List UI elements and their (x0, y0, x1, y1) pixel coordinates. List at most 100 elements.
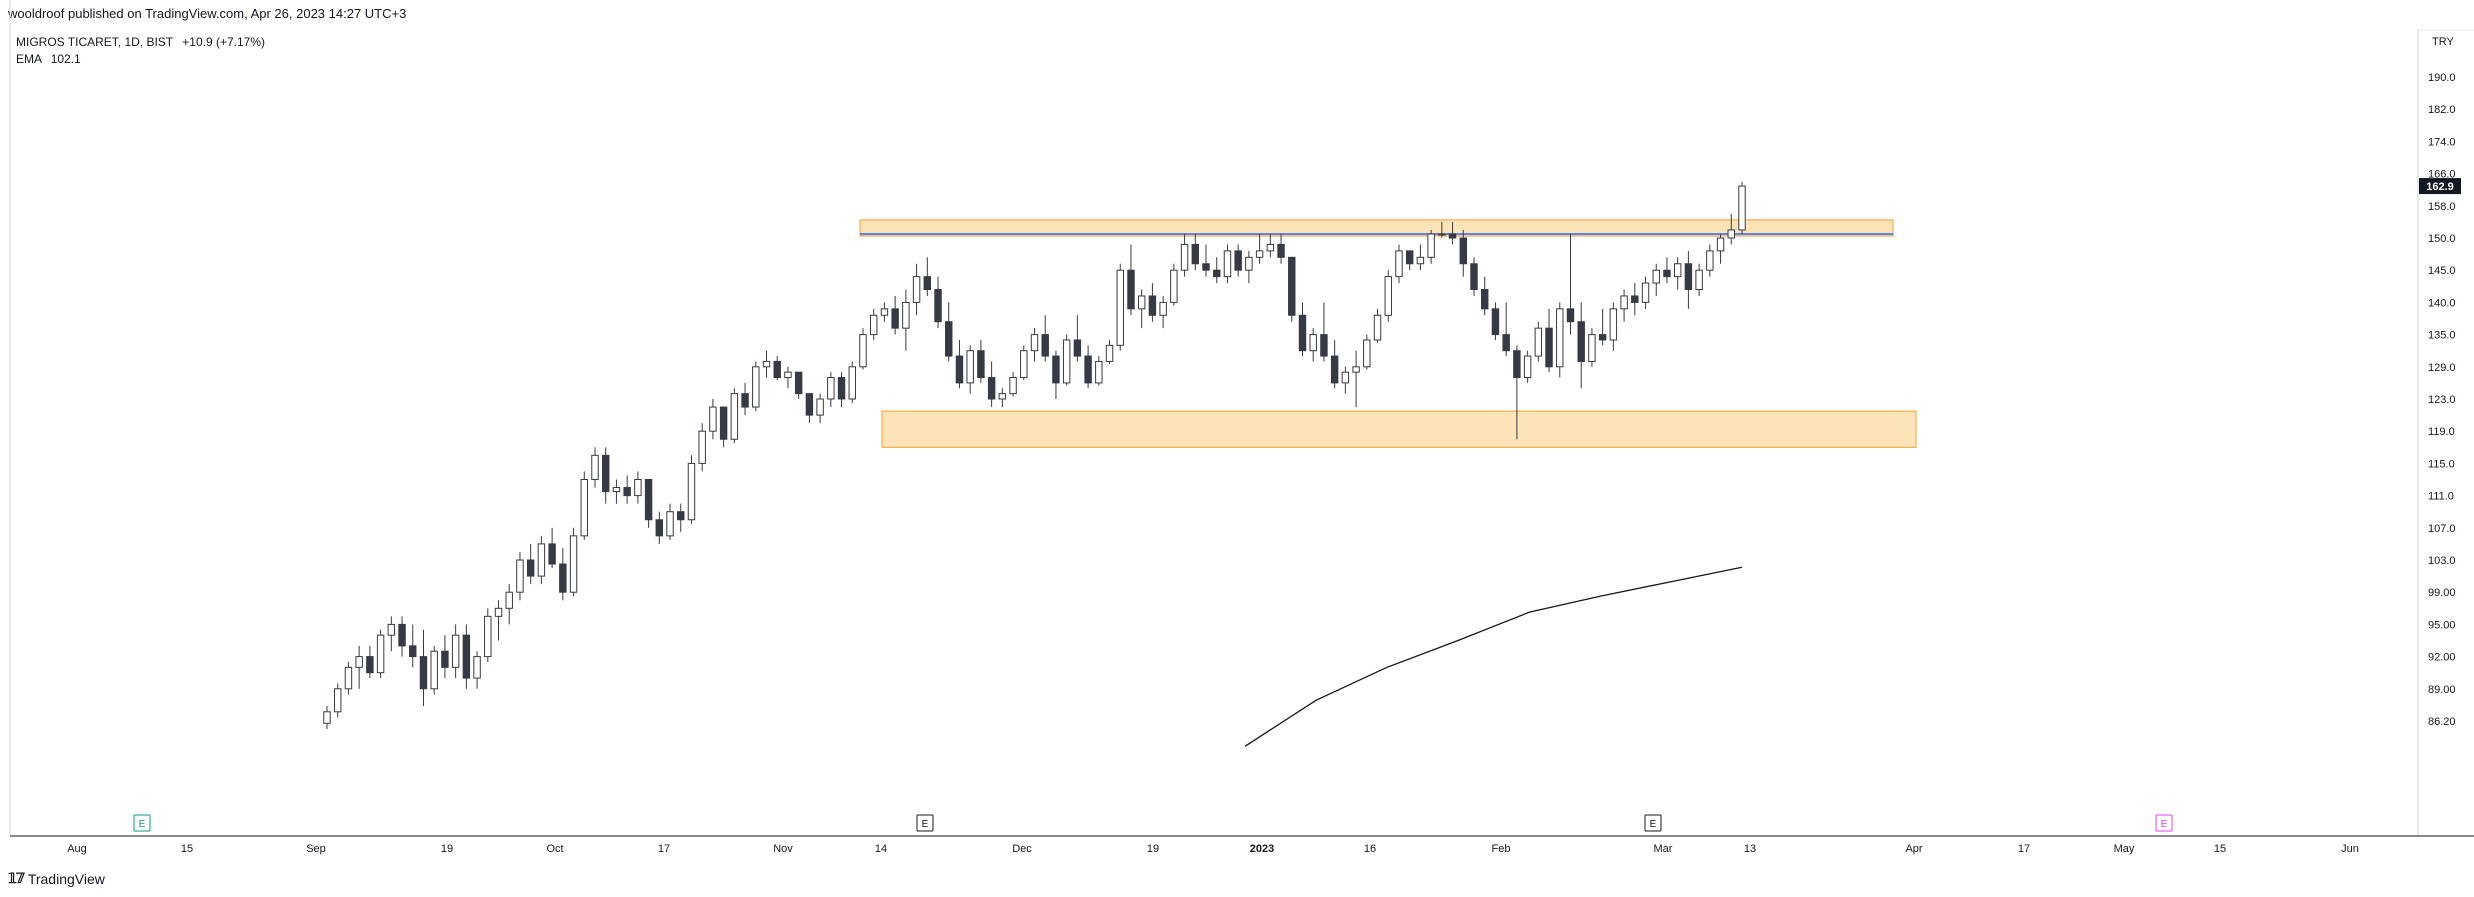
candle-body-up (1159, 301, 1167, 316)
candle-body-up (634, 479, 642, 497)
x-tick-label: 19 (441, 843, 453, 855)
candle-body-up (827, 377, 835, 400)
y-tick-label: 190.0 (2428, 72, 2456, 84)
candle-body-down (677, 511, 685, 521)
candle (1009, 372, 1017, 397)
candle-body-up (698, 430, 706, 464)
candle (430, 645, 438, 695)
x-tick-label: 16 (1364, 843, 1376, 855)
candle (1373, 308, 1382, 343)
candle-body-down (1598, 334, 1607, 341)
candle (998, 388, 1007, 408)
candle-body-down (548, 543, 556, 565)
candle-body-up (569, 535, 578, 593)
candle (934, 276, 942, 329)
candle-body-up (1588, 334, 1596, 362)
candle-body-up (355, 656, 363, 668)
tradingview-footer[interactable]: 𝟙𝟟 TradingView (8, 870, 105, 887)
candle (1545, 308, 1553, 373)
publish-caption: wooldroof published on TradingView.com, … (8, 6, 407, 21)
x-tick-label: Apr (1905, 843, 1922, 855)
candle (1105, 339, 1114, 365)
candle (1416, 244, 1425, 271)
x-tick-label: Dec (1012, 843, 1032, 855)
candle (955, 339, 964, 389)
candle (1523, 350, 1532, 383)
x-tick-label: Nov (773, 843, 793, 855)
candle-body-up (1009, 377, 1017, 395)
candle (666, 503, 674, 540)
candle-body-up (859, 334, 867, 368)
x-tick-label: Mar (1654, 843, 1673, 855)
y-tick-label: 182.0 (2428, 104, 2456, 116)
candle-body-up (1170, 269, 1178, 303)
candle (784, 366, 792, 389)
candle (923, 257, 932, 296)
candle (1073, 315, 1082, 362)
candle (655, 511, 664, 544)
earnings-marker-label: E (2161, 819, 2168, 830)
candle-body-up (752, 366, 760, 408)
candle (1673, 257, 1682, 290)
candle (848, 361, 856, 404)
candle (730, 388, 739, 444)
candle (827, 372, 835, 408)
candle-body-up (687, 462, 696, 521)
candle (1030, 328, 1039, 362)
y-tick-label: 95.00 (2428, 619, 2456, 631)
y-tick-label: 111.0 (2428, 491, 2454, 503)
x-tick-label: Aug (67, 843, 87, 855)
candle-body-up (1609, 308, 1618, 341)
candle-body-up (762, 360, 771, 368)
candle-body-down (1566, 308, 1575, 323)
y-tick-label: 107.0 (2428, 523, 2456, 535)
candle (1706, 244, 1714, 277)
candle-body-down (644, 479, 653, 521)
candle (516, 551, 524, 601)
candle (1213, 257, 1221, 284)
candle-body-up (1384, 276, 1392, 316)
chart-legend: MIGROS TICARET, 1D, BIST +10.9 (+7.17%) … (16, 34, 265, 68)
candle (859, 328, 867, 370)
candle (1448, 221, 1457, 245)
candle (1684, 250, 1693, 309)
resistance-zone (859, 219, 1894, 237)
currency-label: TRY (2432, 36, 2454, 48)
earnings-marker: E (133, 814, 151, 832)
ema-label[interactable]: EMA (16, 52, 42, 66)
candle-body-up (1695, 269, 1703, 291)
candle-body-up (1062, 339, 1071, 384)
candle (1577, 302, 1585, 389)
candle (484, 608, 492, 662)
candle (741, 382, 749, 416)
candle (548, 527, 556, 569)
candle (1309, 328, 1317, 362)
candle-body-down (1545, 327, 1553, 368)
candle-body-up (1030, 334, 1039, 352)
candle-body-down (741, 393, 749, 408)
candle-body-down (1234, 250, 1242, 271)
candle (1245, 250, 1253, 284)
candle (1438, 221, 1446, 238)
plot-area (9, 0, 1917, 836)
symbol-label[interactable]: MIGROS TICARET, 1D, BIST (16, 35, 173, 49)
candle-body-up (323, 711, 331, 724)
candle (1459, 229, 1468, 277)
candle-body-up (516, 559, 524, 593)
candle (505, 584, 513, 625)
last-price-badge (2419, 178, 2461, 195)
last-price-label: 162.9 (2426, 181, 2454, 193)
candle-body-up (494, 607, 503, 617)
candle (966, 345, 974, 394)
candle-body-down (1330, 355, 1339, 384)
candle-body-up (1416, 256, 1425, 265)
candle-body-up (1556, 308, 1564, 368)
candle (1427, 229, 1435, 264)
candle-body-down (1320, 334, 1328, 357)
candle (698, 423, 706, 472)
candle-body-up (730, 393, 739, 440)
candle (1384, 270, 1392, 322)
x-tick-label: Jun (2341, 843, 2359, 855)
candle (1727, 213, 1735, 245)
